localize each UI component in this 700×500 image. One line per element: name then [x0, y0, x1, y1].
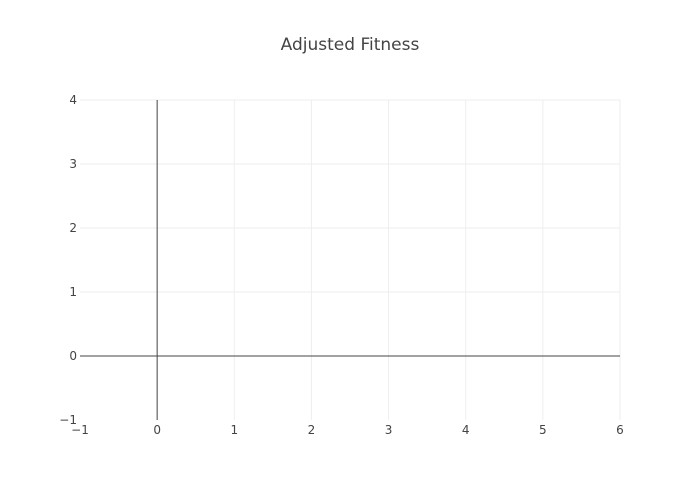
y-tick-label: 2: [69, 221, 77, 235]
x-tick-label: 5: [539, 423, 547, 437]
chart-title: Adjusted Fitness: [281, 35, 420, 55]
y-tick-label: −1: [59, 413, 77, 427]
x-tick-label: −1: [71, 423, 89, 437]
y-tick-label: 3: [69, 157, 77, 171]
x-tick-label: 2: [308, 423, 316, 437]
x-tick-label: 4: [462, 423, 470, 437]
x-tick-label: 1: [230, 423, 238, 437]
x-grid: [233, 100, 621, 420]
y-tick-label: 0: [69, 349, 77, 363]
zero-lines: [80, 100, 620, 420]
x-tick-label: 0: [153, 423, 161, 437]
y-tick-label: 4: [69, 93, 77, 107]
x-tick-label: 3: [385, 423, 393, 437]
y-grid: [80, 99, 620, 293]
y-tick-label: 1: [69, 285, 77, 299]
x-axis: −1 0 1 2 3 4 5 6: [71, 423, 624, 437]
y-axis: −1 0 1 2 3 4: [59, 93, 77, 427]
x-tick-label: 6: [616, 423, 624, 437]
plot-area: [80, 99, 621, 420]
